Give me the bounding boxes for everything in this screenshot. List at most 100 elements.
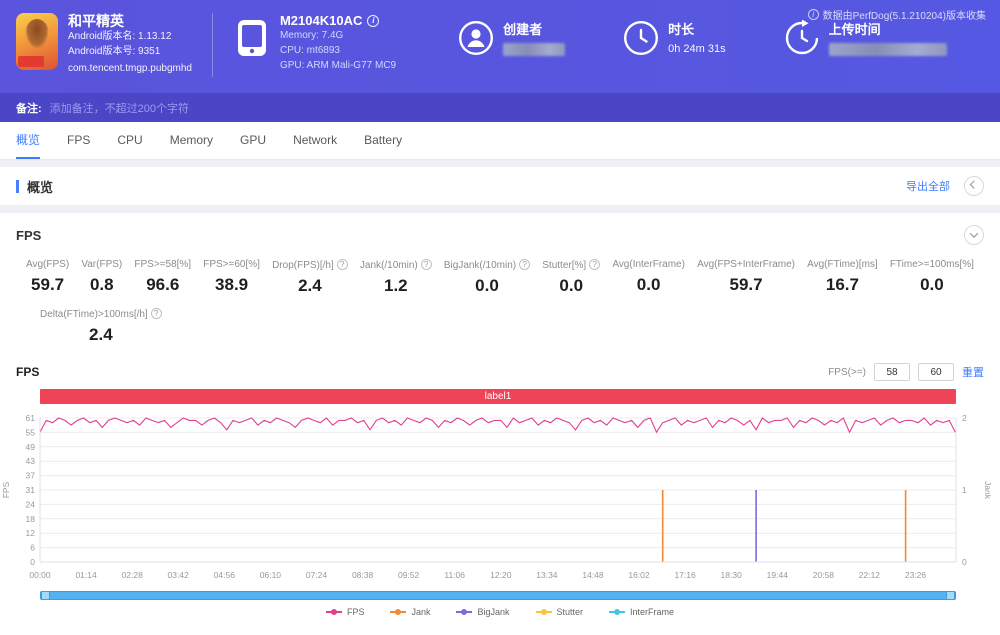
overview-section-header: 概览 导出全部	[0, 167, 1000, 205]
fps-panel: FPS Avg(FPS) 59.7 Var(FPS) 0.8 FPS>=58[%] 96.…	[0, 213, 1000, 635]
metric-label: Drop(FPS)[/h]?	[272, 259, 348, 271]
metric-avg-fps-interframe: Avg(FPS+InterFrame) 59.7	[697, 259, 795, 296]
chart-label-banner[interactable]: label1	[40, 389, 956, 404]
remark-label: 备注:	[16, 102, 42, 115]
tab-battery[interactable]: Battery	[364, 132, 403, 147]
metric-value: 38.9	[215, 275, 249, 294]
svg-text:17:16: 17:16	[674, 570, 696, 580]
export-all-link[interactable]: 导出全部	[906, 181, 950, 193]
svg-text:00:00: 00:00	[29, 570, 51, 580]
legend-item-stutter[interactable]: Stutter	[535, 607, 583, 617]
collapse-left-button[interactable]	[964, 176, 984, 196]
svg-text:43: 43	[26, 456, 36, 466]
fps-chart-header: FPS FPS(>=) 重置	[0, 363, 1000, 381]
fps-threshold-input-2[interactable]	[918, 363, 954, 381]
svg-text:1: 1	[962, 485, 967, 495]
metric-label: FPS>=60[%]	[203, 259, 260, 270]
metric-value: 1.2	[383, 276, 408, 295]
svg-text:FPS: FPS	[1, 481, 11, 498]
header: 和平精英 Android版本名: 1.13.12 Android版本号: 935…	[0, 0, 1000, 93]
upload-time-redacted	[828, 43, 947, 56]
chevron-down-icon	[969, 229, 979, 238]
device-info-block: M2104K10AC i Memory: 7.4G CPU: mt6893 GP…	[237, 13, 396, 73]
upload-time-icon	[784, 19, 820, 61]
metric-value: 59.7	[729, 275, 763, 294]
legend-item-fps[interactable]: FPS	[325, 607, 364, 617]
scrollbar-left-grip[interactable]	[41, 592, 50, 599]
metric-label: Avg(InterFrame)	[612, 259, 685, 270]
metric-label: FPS>=58[%]	[134, 259, 192, 270]
legend-item-bigjank[interactable]: BigJank	[456, 607, 510, 617]
svg-text:02:28: 02:28	[122, 570, 144, 580]
device-cpu: CPU: mt6893	[279, 45, 340, 56]
remark-bar[interactable]: 备注: 添加备注，不超过200个字符	[0, 93, 1000, 122]
metric-value: 0.0	[920, 275, 944, 294]
svg-text:24: 24	[26, 499, 36, 509]
svg-text:18:30: 18:30	[721, 570, 743, 580]
metric-label: Stutter[%]?	[542, 259, 601, 271]
svg-text:20:58: 20:58	[813, 570, 835, 580]
metric-ftime-ge-100ms: FTime>=100ms[%] 0.0	[890, 259, 974, 296]
tab-overview[interactable]: 概览	[16, 122, 41, 159]
legend-item-jank[interactable]: Jank	[390, 607, 430, 617]
clock-icon	[623, 20, 659, 61]
metric-label: Jank(/10min)?	[360, 259, 432, 271]
tab-cpu[interactable]: CPU	[117, 132, 143, 147]
creator-label: 创建者	[503, 22, 543, 37]
tab-gpu[interactable]: GPU	[240, 132, 267, 147]
svg-text:37: 37	[26, 471, 36, 481]
collapse-panel-button[interactable]	[964, 225, 984, 245]
device-gpu: GPU: ARM Mali-G77 MC9	[279, 60, 397, 71]
metric-stutter: Stutter[%]? 0.0	[542, 259, 601, 296]
metric-value: 0.0	[636, 275, 661, 294]
fps-threshold-input-1[interactable]	[874, 363, 910, 381]
remark-placeholder[interactable]: 添加备注，不超过200个字符	[49, 102, 190, 115]
phone-icon	[237, 19, 267, 62]
creator-block: 创建者	[458, 20, 566, 61]
metric-label: BigJank(/10min)?	[444, 259, 531, 271]
svg-text:13:34: 13:34	[536, 570, 558, 580]
svg-text:11:06: 11:06	[444, 570, 465, 580]
help-icon[interactable]: ?	[420, 259, 432, 270]
svg-text:04:56: 04:56	[214, 570, 236, 580]
metric-value: 59.7	[31, 275, 65, 294]
metric-label: Avg(FPS)	[26, 259, 70, 270]
metric-avg-fps: Avg(FPS) 59.7	[26, 259, 69, 296]
tab-network[interactable]: Network	[293, 132, 338, 147]
help-icon[interactable]: ?	[589, 259, 601, 270]
overview-title: 概览	[27, 179, 54, 195]
device-model: M2104K10AC	[279, 13, 363, 28]
fps-metrics-row-1: Avg(FPS) 59.7 Var(FPS) 0.8 FPS>=58[%] 96.6 FPS…	[0, 259, 1000, 296]
svg-text:2: 2	[962, 413, 967, 423]
metric-fps-ge-58: FPS>=58[%] 96.6	[134, 259, 191, 296]
help-icon[interactable]: ?	[336, 259, 348, 270]
help-icon[interactable]: ?	[150, 308, 162, 319]
metric-label: Var(FPS)	[81, 259, 123, 270]
svg-text:Jank: Jank	[983, 481, 993, 500]
metric-bigjank-10min: BigJank(/10min)? 0.0	[444, 259, 531, 296]
help-icon[interactable]: ?	[519, 259, 531, 270]
svg-text:08:38: 08:38	[352, 570, 374, 580]
chart-range-scrollbar[interactable]	[40, 591, 956, 600]
svg-text:03:42: 03:42	[168, 570, 190, 580]
legend-item-interframe[interactable]: InterFrame	[609, 607, 674, 617]
game-mode-tag	[18, 56, 44, 67]
metric-value: 96.6	[146, 275, 180, 294]
tab-fps[interactable]: FPS	[67, 132, 91, 147]
game-app-icon	[16, 13, 58, 70]
tab-memory[interactable]: Memory	[169, 132, 214, 147]
device-memory: Memory: 7.4G	[279, 30, 344, 41]
svg-text:01:14: 01:14	[75, 570, 97, 580]
reset-link[interactable]: 重置	[962, 367, 984, 379]
device-info-icon[interactable]: i	[367, 14, 380, 27]
chart-legend: FPS Jank BigJank Stutter InterFrame	[0, 607, 1000, 617]
scrollbar-right-grip[interactable]	[946, 592, 955, 599]
metric-label: Avg(FTime)[ms]	[807, 259, 878, 270]
metric-fps-ge-60: FPS>=60[%] 38.9	[203, 259, 260, 296]
metric-label: Delta(FTime)>100ms[/h]?	[40, 308, 162, 320]
creator-name-redacted	[503, 43, 566, 56]
fps-metrics-row-2: Delta(FTime)>100ms[/h]? 2.4	[0, 308, 1000, 345]
duration-label: 时长	[668, 22, 695, 37]
